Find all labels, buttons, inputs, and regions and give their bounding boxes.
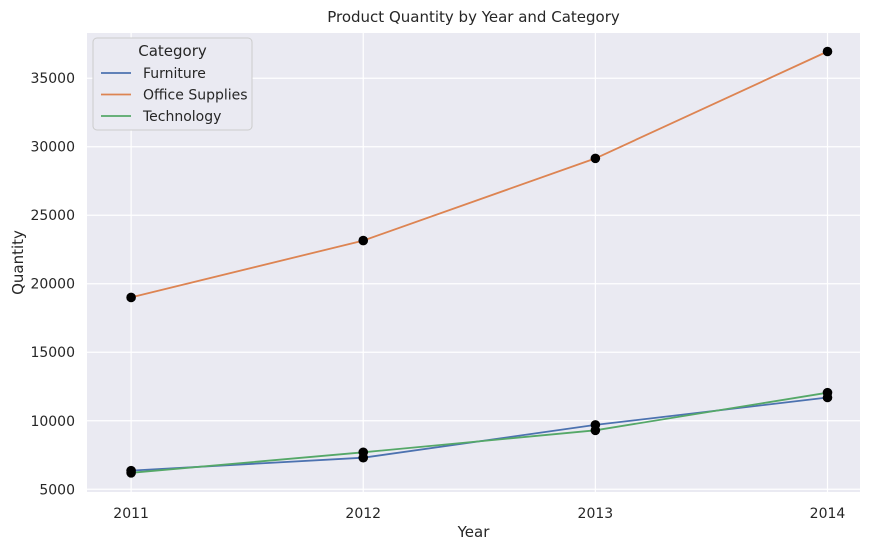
data-point [590,153,601,164]
series-line [131,391,828,474]
x-tick-label: 2013 [578,506,614,522]
x-tick-label: 2012 [345,506,381,522]
data-point [590,425,601,436]
y-tick-label: 10000 [30,414,75,430]
data-point [358,447,369,458]
data-point [126,292,136,303]
data-point [822,387,833,398]
y-tick-label: 25000 [30,208,75,224]
data-point [822,46,833,57]
data-point [358,235,369,246]
y-tick-label: 15000 [30,345,75,361]
legend-items: Furniture Office Supplies Technology [101,66,248,125]
legend-label: Furniture [143,66,206,82]
y-tick-label: 20000 [30,277,75,293]
y-tick-label: 35000 [30,71,75,87]
data-markers [126,46,833,478]
y-tick-label: 30000 [30,140,75,156]
legend-label: Technology [142,109,221,125]
y-axis-label: Quantity [9,230,27,295]
series-lines [130,50,828,474]
data-point [126,468,136,478]
legend-label: Office Supplies [143,88,248,104]
legend-title: Category [138,42,207,60]
x-tick-label: 2011 [113,506,149,522]
x-axis-label: Year [457,523,491,541]
tick-labels: 5000 10000 15000 20000 25000 30000 35000 2011 20… [30,71,845,522]
chart-title: Product Quantity by Year and Category [327,8,620,26]
x-tick-label: 2014 [810,506,846,522]
legend: Category Furniture Office Supplies Technol… [92,37,253,131]
legend-box [92,37,253,131]
series-line [130,50,828,299]
y-tick-label: 5000 [39,482,75,498]
